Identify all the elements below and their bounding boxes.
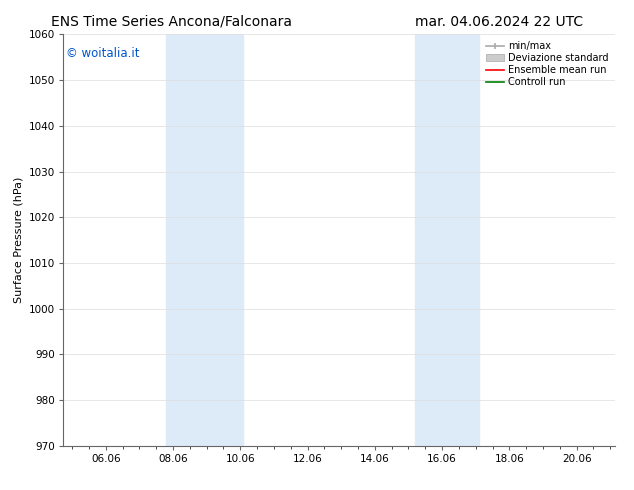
Text: ENS Time Series Ancona/Falconara: ENS Time Series Ancona/Falconara [51, 15, 292, 29]
Text: mar. 04.06.2024 22 UTC: mar. 04.06.2024 22 UTC [415, 15, 583, 29]
Y-axis label: Surface Pressure (hPa): Surface Pressure (hPa) [13, 177, 23, 303]
Text: © woitalia.it: © woitalia.it [66, 47, 139, 60]
Legend: min/max, Deviazione standard, Ensemble mean run, Controll run: min/max, Deviazione standard, Ensemble m… [482, 37, 612, 91]
Bar [166, 34, 243, 446]
Bar [415, 34, 479, 446]
